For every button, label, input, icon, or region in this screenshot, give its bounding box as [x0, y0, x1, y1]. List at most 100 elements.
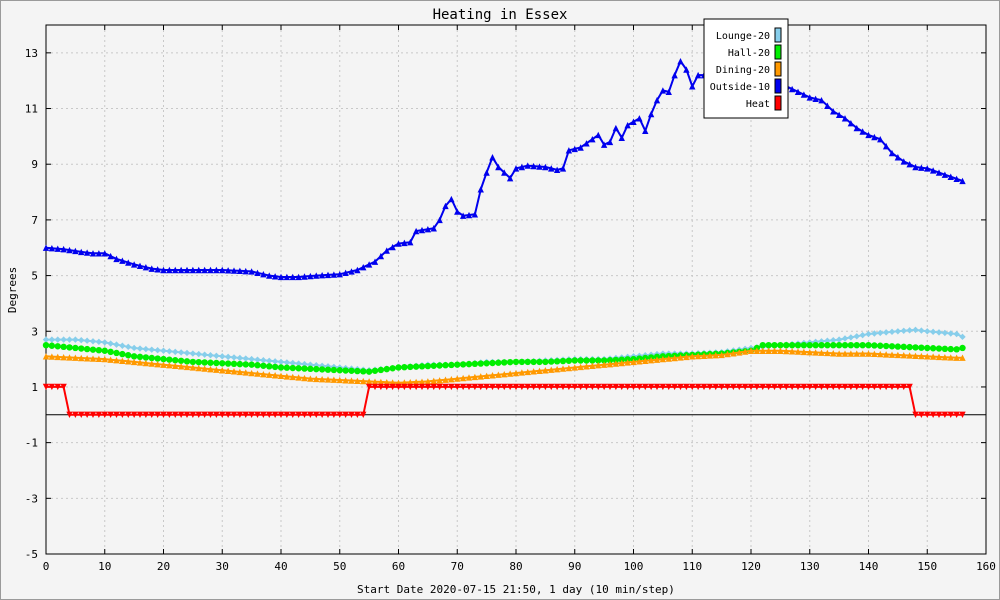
- data-point: [136, 353, 144, 361]
- data-point: [929, 167, 937, 174]
- data-point: [918, 344, 925, 351]
- data-point: [747, 383, 755, 391]
- data-point: [753, 347, 761, 354]
- data-point: [924, 344, 931, 352]
- data-point: [653, 356, 661, 363]
- data-point: [436, 216, 443, 224]
- data-point: [148, 354, 155, 362]
- data-point: [847, 334, 855, 341]
- data-point: [177, 363, 185, 370]
- data-point: [788, 348, 796, 355]
- legend-label: Outside-10: [710, 82, 770, 93]
- data-point: [865, 350, 872, 357]
- data-point: [859, 350, 866, 357]
- data-point: [78, 354, 85, 362]
- data-point: [471, 211, 479, 218]
- data-point: [812, 95, 819, 102]
- data-point: [54, 343, 61, 350]
- data-point: [219, 360, 226, 367]
- data-point: [377, 378, 385, 386]
- data-point: [929, 411, 937, 418]
- data-point: [230, 411, 238, 418]
- x-axis-label: Start Date 2020-07-15 21:50, 1 day (10 m…: [357, 583, 675, 596]
- data-point: [142, 359, 150, 367]
- data-point: [277, 372, 285, 380]
- data-point: [630, 383, 637, 391]
- data-point: [42, 336, 50, 343]
- data-point: [318, 366, 326, 373]
- data-point: [495, 371, 502, 378]
- data-point: [60, 383, 67, 391]
- y-tick-label: 13: [25, 47, 38, 60]
- data-point: [941, 329, 949, 337]
- data-point: [295, 273, 302, 281]
- data-point: [442, 376, 449, 383]
- y-axis-label: Degrees: [6, 267, 19, 313]
- data-point: [136, 359, 144, 366]
- data-point: [266, 411, 273, 418]
- data-point: [54, 353, 61, 361]
- data-point: [195, 364, 202, 372]
- data-point: [489, 372, 496, 379]
- data-point: [489, 359, 496, 367]
- data-point: [712, 352, 719, 359]
- data-point: [906, 343, 913, 351]
- data-point: [953, 354, 960, 361]
- chart-title: Heating in Essex: [433, 7, 568, 23]
- data-point: [730, 350, 737, 357]
- data-point: [142, 354, 150, 361]
- data-point: [618, 359, 625, 367]
- data-point: [800, 91, 808, 98]
- data-point: [318, 411, 326, 418]
- data-point: [530, 383, 537, 391]
- data-point: [630, 118, 637, 125]
- data-point: [471, 373, 479, 381]
- data-point: [330, 376, 338, 383]
- y-tick-label: -1: [25, 437, 38, 450]
- x-tick-label: 160: [976, 560, 996, 573]
- data-point: [859, 341, 866, 349]
- data-point: [430, 362, 437, 369]
- data-point: [871, 330, 878, 337]
- data-point: [912, 163, 919, 171]
- data-point: [501, 383, 508, 391]
- data-point: [160, 361, 167, 368]
- data-point: [113, 349, 120, 357]
- data-point: [565, 357, 573, 364]
- data-point: [530, 368, 537, 375]
- data-point: [313, 375, 320, 383]
- data-point: [236, 360, 244, 368]
- data-point: [83, 411, 91, 418]
- data-point: [95, 355, 103, 363]
- data-point: [483, 372, 490, 380]
- data-point: [806, 383, 813, 391]
- data-point: [72, 247, 79, 255]
- data-point: [371, 258, 379, 265]
- data-point: [230, 368, 238, 375]
- data-point: [242, 355, 249, 362]
- data-point: [877, 329, 884, 337]
- data-point: [900, 352, 907, 359]
- data-point: [354, 266, 361, 274]
- data-point: [583, 140, 590, 147]
- data-point: [512, 358, 520, 366]
- data-point: [771, 347, 778, 354]
- data-point: [266, 363, 273, 370]
- data-point: [78, 248, 85, 256]
- data-point: [242, 411, 249, 418]
- data-point: [201, 365, 208, 372]
- data-point: [718, 383, 725, 391]
- data-point: [172, 362, 179, 369]
- data-point: [418, 226, 426, 234]
- data-point: [283, 411, 291, 418]
- data-point: [142, 345, 150, 353]
- data-point: [824, 383, 831, 391]
- data-point: [436, 383, 443, 391]
- data-point: [941, 353, 949, 361]
- data-point: [219, 353, 226, 360]
- data-point: [524, 162, 531, 169]
- data-point: [365, 368, 373, 375]
- data-point: [377, 383, 385, 391]
- data-point: [565, 147, 573, 154]
